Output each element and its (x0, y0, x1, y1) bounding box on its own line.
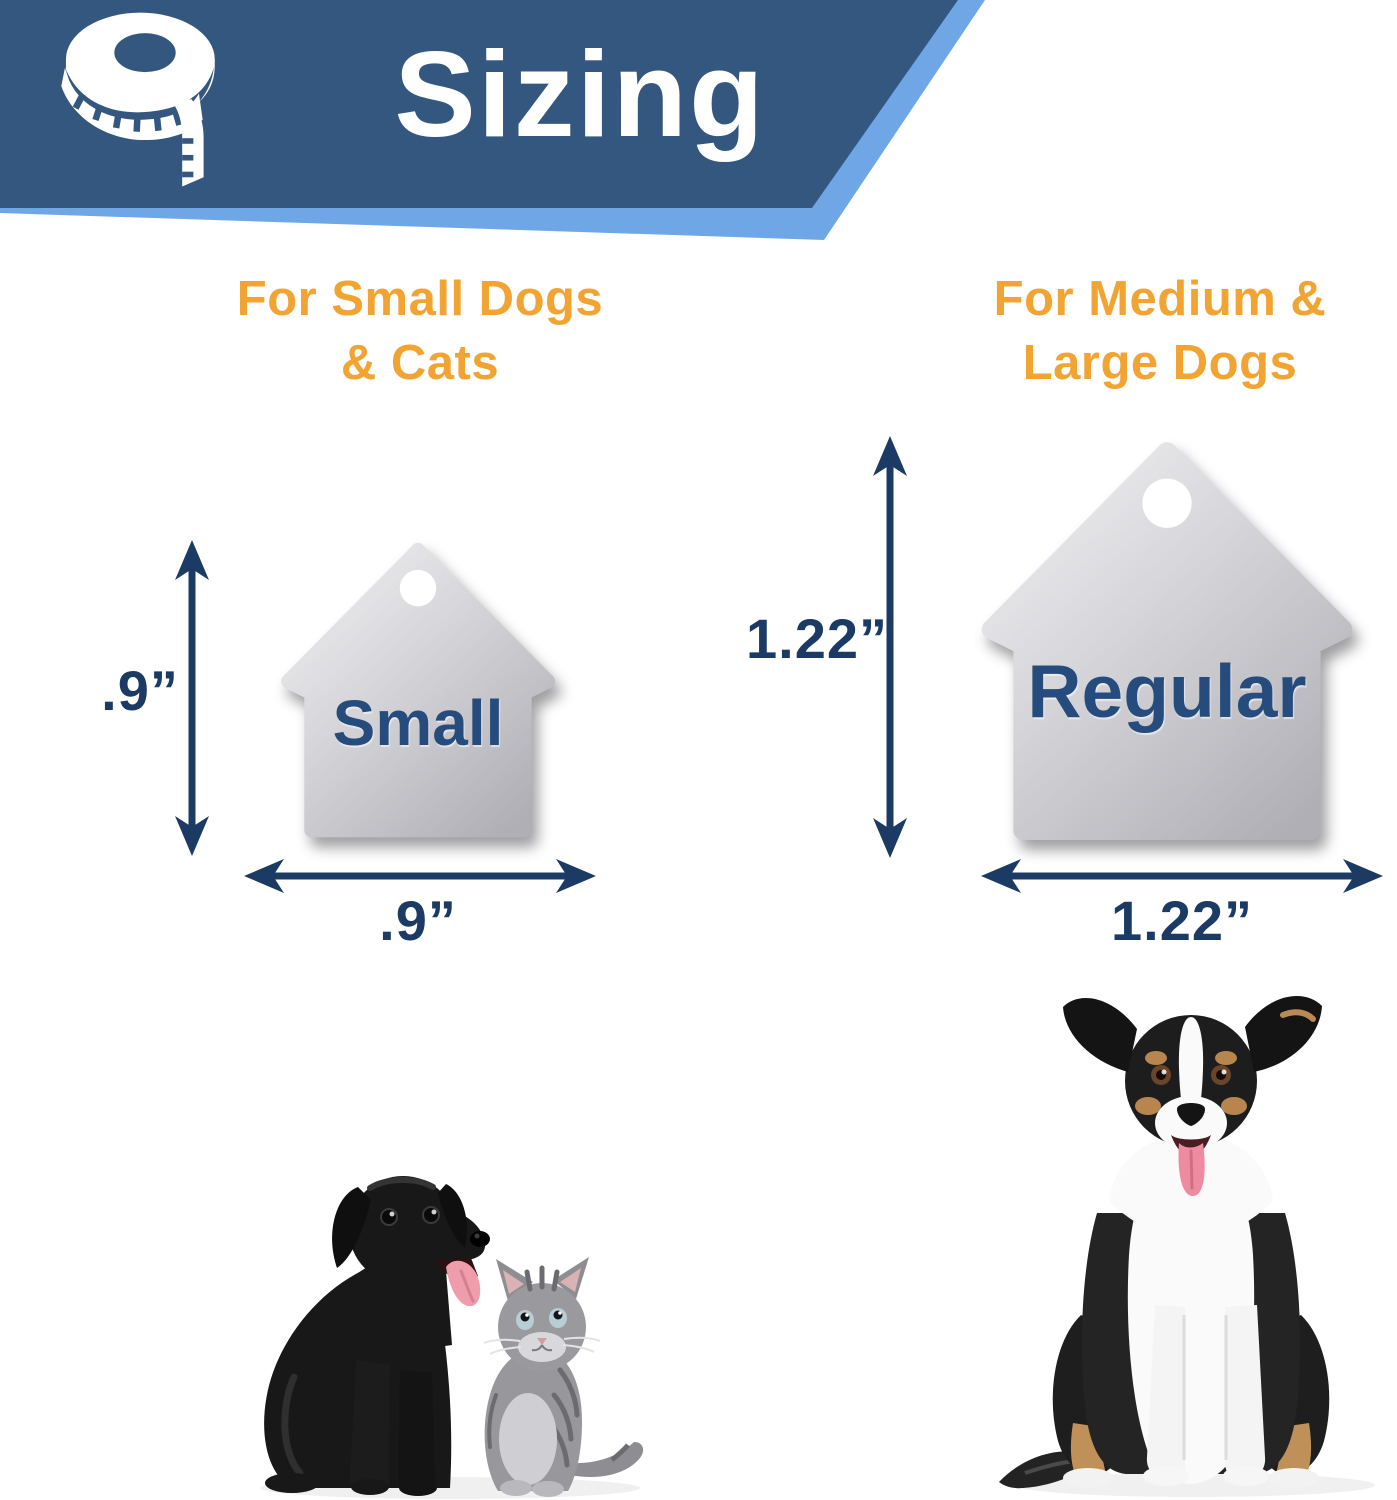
regular-tag (981, 442, 1353, 841)
small-width-arrow (244, 859, 596, 893)
measuring-tape-glyph (61, 12, 215, 187)
regular-width-arrow (981, 859, 1383, 893)
banner (0, 0, 985, 240)
regular-tag-label: Regular (1027, 649, 1307, 733)
banner-title: Sizing (394, 26, 766, 162)
small-width-label: .9” (379, 889, 457, 952)
small-tag-body (280, 542, 556, 838)
regular-width-label: 1.22” (1111, 889, 1253, 952)
measuring-tape-icon (61, 12, 215, 187)
small-tag-label: Small (332, 687, 504, 759)
puppy-and-kitten-photo (260, 1176, 644, 1499)
regular-tag-body (981, 442, 1353, 841)
border-collie-illustration (999, 996, 1330, 1489)
regular-height-arrow (873, 436, 907, 858)
regular-height-label: 1.22” (746, 607, 888, 670)
black-puppy-illustration (264, 1176, 490, 1496)
heading-large-dogs: For Medium & Large Dogs (993, 272, 1327, 390)
banner-dark-ribbon (0, 0, 958, 208)
gray-kitten-illustration (483, 1257, 644, 1497)
border-collie-photo (999, 996, 1375, 1497)
small-tag-hole (399, 569, 437, 607)
small-height-label: .9” (101, 659, 179, 722)
heading-small-dogs: For Small Dogs & Cats (236, 272, 604, 390)
small-tag (280, 542, 556, 838)
regular-tag-hole (1142, 478, 1192, 528)
small-height-arrow (175, 540, 209, 856)
